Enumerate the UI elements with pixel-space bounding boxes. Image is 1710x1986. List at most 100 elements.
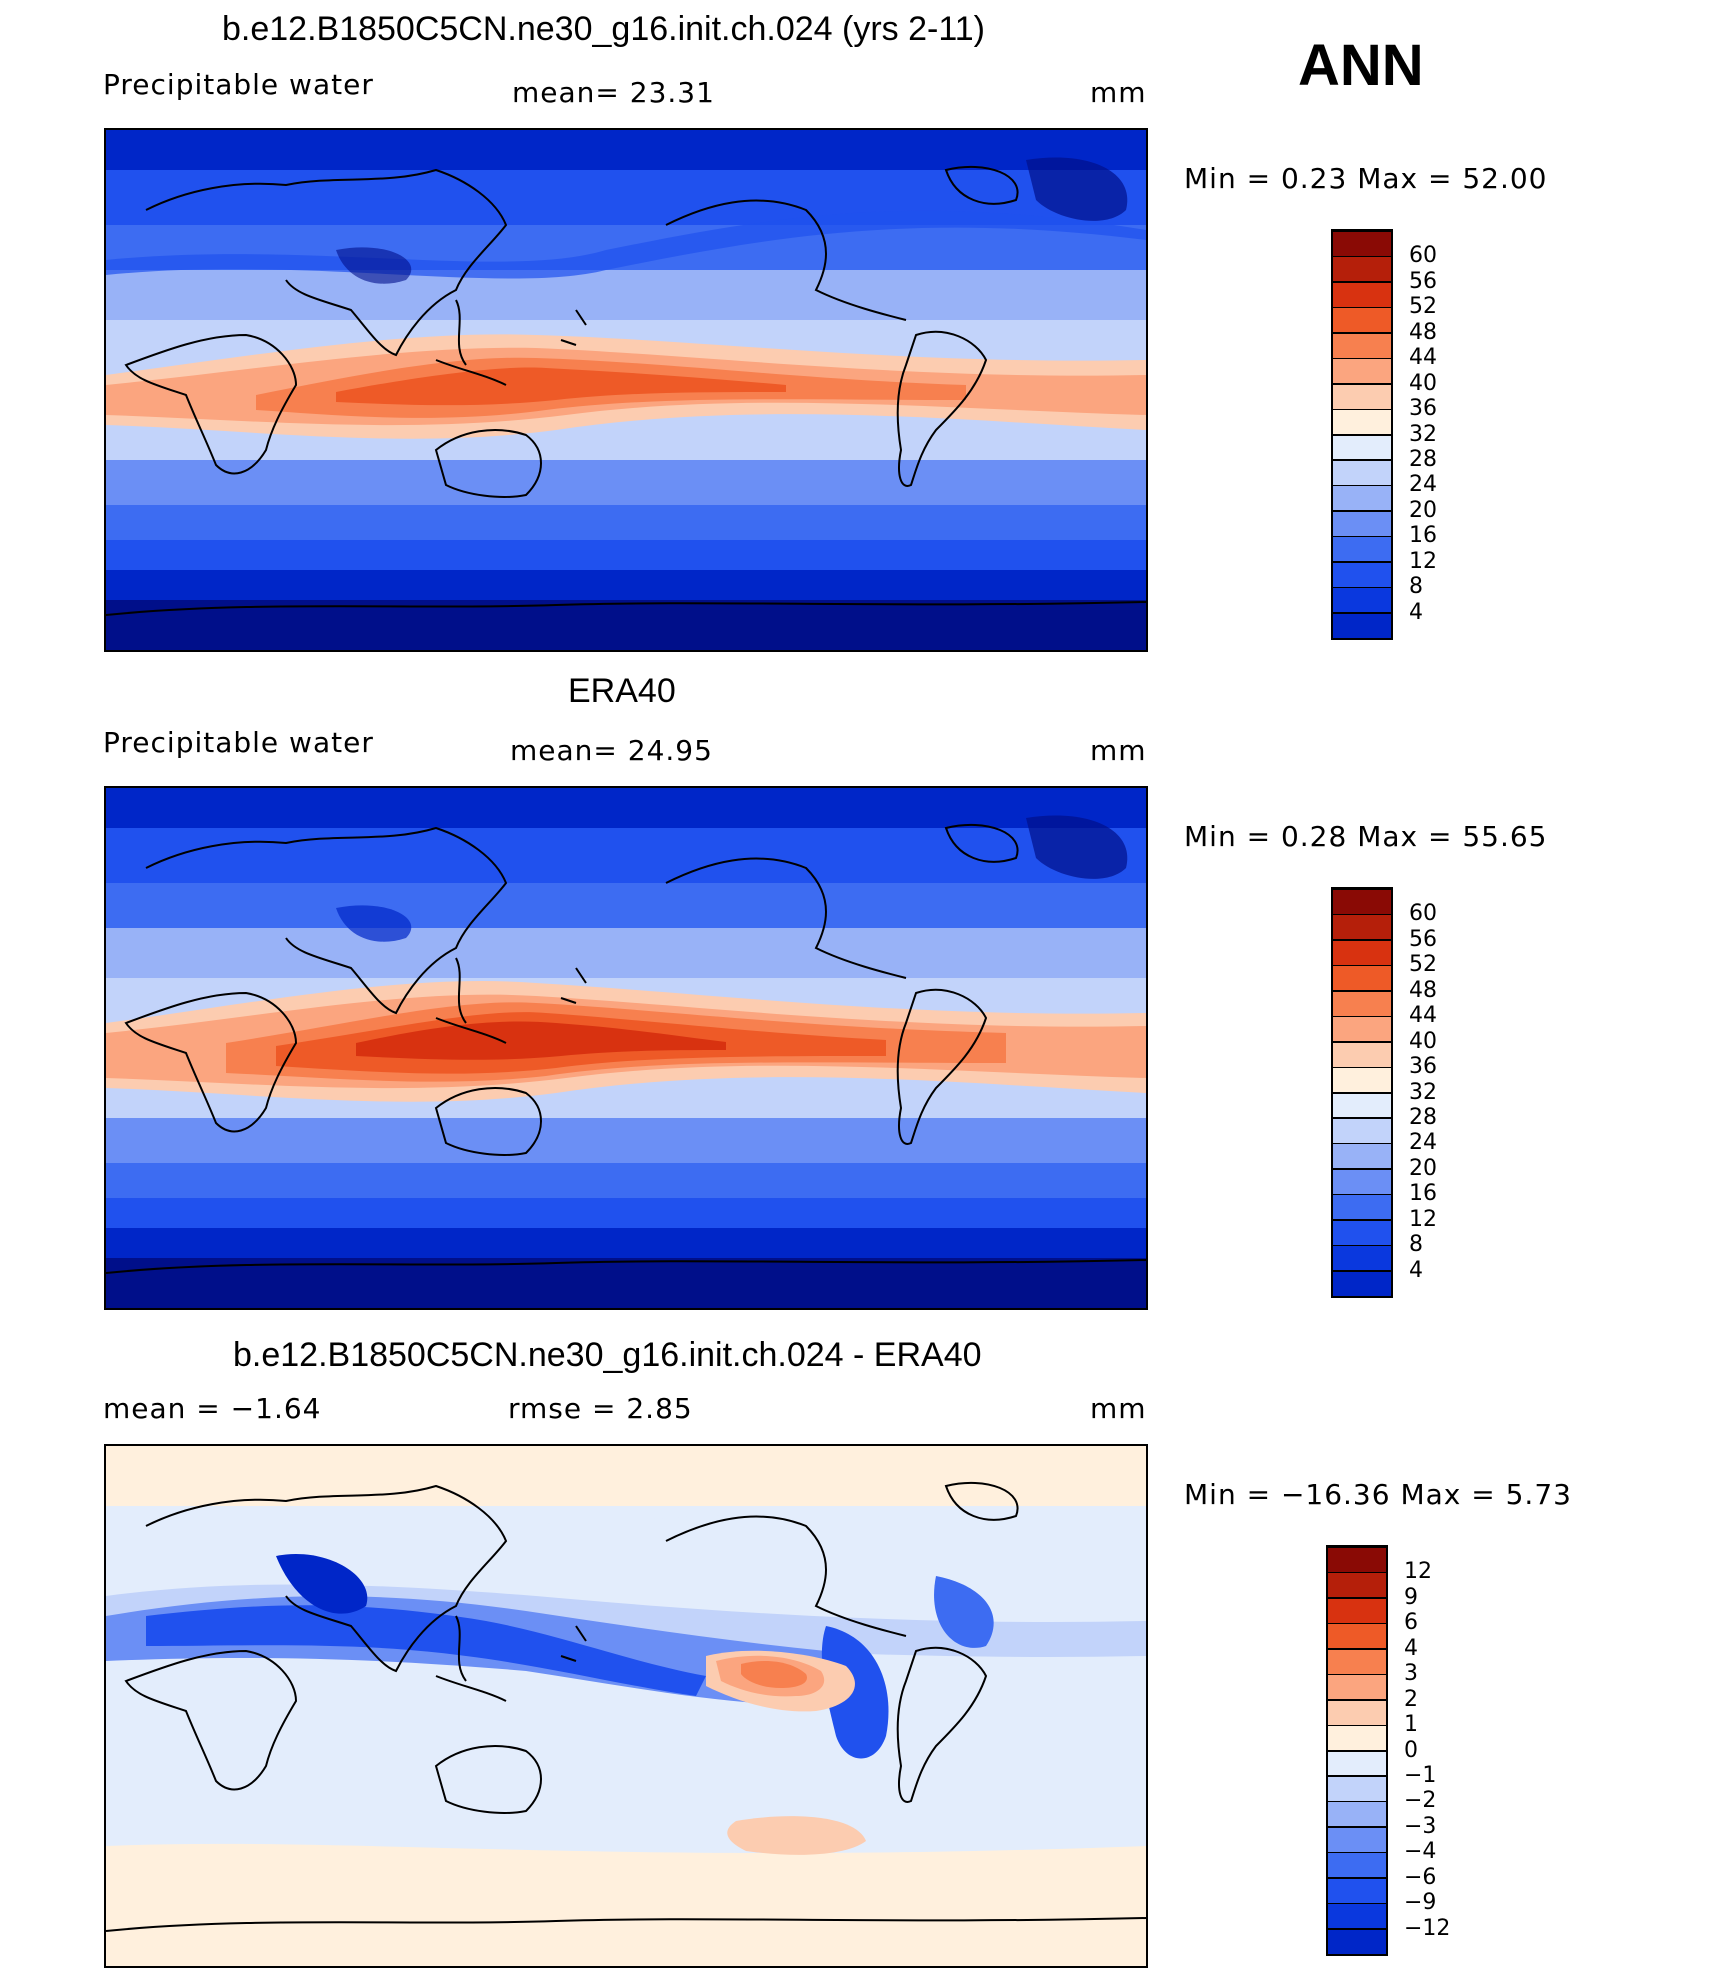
panel-3-map-svg (106, 1446, 1146, 1966)
colorbar-tick-label: 56 (1409, 268, 1437, 294)
colorbar-tick-label: −1 (1404, 1762, 1437, 1788)
colorbar-tick-label: 4 (1404, 1635, 1418, 1661)
panel-1-colorbar (1331, 229, 1393, 640)
colorbar-swatch (1333, 359, 1391, 384)
colorbar-swatch (1333, 1017, 1391, 1042)
colorbar-swatch (1328, 1802, 1386, 1827)
colorbar-swatch (1328, 1726, 1386, 1750)
colorbar-tick-label: 1 (1404, 1712, 1418, 1738)
colorbar-swatch (1328, 1878, 1386, 1903)
colorbar-swatch (1333, 1042, 1391, 1067)
panel-1-mean-label: mean= 23.31 (512, 76, 715, 109)
panel-3-colorbar-swatches (1328, 1547, 1386, 1954)
colorbar-swatch (1333, 966, 1391, 991)
colorbar-tick-label: 4 (1409, 1257, 1423, 1283)
colorbar-tick-label: 32 (1409, 421, 1437, 447)
colorbar-tick-label: 8 (1409, 1232, 1423, 1258)
panel-3-colorbar (1326, 1545, 1388, 1956)
colorbar-tick-label: 24 (1409, 472, 1437, 498)
colorbar-swatch (1328, 1675, 1386, 1700)
panel-1-variable-label: Precipitable water (103, 68, 374, 101)
colorbar-tick-label: 0 (1404, 1737, 1418, 1763)
colorbar-swatch (1328, 1776, 1386, 1801)
panel-1-map (104, 128, 1148, 652)
colorbar-swatch (1333, 282, 1391, 307)
colorbar-tick-label: 12 (1409, 548, 1437, 574)
colorbar-swatch (1328, 1573, 1386, 1598)
colorbar-swatch (1333, 588, 1391, 613)
colorbar-tick-label: 6 (1404, 1610, 1418, 1636)
colorbar-tick-label: 48 (1409, 977, 1437, 1003)
panel-3-min-max: Min = −16.36 Max = 5.73 (1184, 1478, 1572, 1511)
colorbar-tick-label: 24 (1409, 1130, 1437, 1156)
panel-2-variable-label: Precipitable water (103, 726, 374, 759)
colorbar-tick-label: 28 (1409, 446, 1437, 472)
panel-3-map (104, 1444, 1148, 1968)
panel-2-title: ERA40 (568, 672, 676, 710)
colorbar-tick-label: 60 (1409, 901, 1437, 927)
colorbar-tick-label: 12 (1409, 1206, 1437, 1232)
colorbar-swatch (1333, 1169, 1391, 1194)
panel-1-units: mm (1090, 76, 1147, 109)
colorbar-tick-label: 60 (1409, 243, 1437, 269)
colorbar-swatch (1328, 1827, 1386, 1852)
colorbar-swatch (1328, 1751, 1386, 1776)
panel-1-title: b.e12.B1850C5CN.ne30_g16.init.ch.024 (yr… (222, 10, 985, 48)
panel-2-map-svg (106, 788, 1146, 1308)
colorbar-swatch (1333, 1195, 1391, 1220)
panel-1-map-svg (106, 130, 1146, 650)
colorbar-tick-label: −4 (1404, 1839, 1437, 1865)
colorbar-swatch (1333, 232, 1391, 256)
panel-2-colorbar (1331, 887, 1393, 1298)
colorbar-tick-label: 16 (1409, 1181, 1437, 1207)
colorbar-swatch (1328, 1649, 1386, 1674)
colorbar-tick-label: −6 (1404, 1864, 1437, 1890)
colorbar-swatch (1333, 333, 1391, 358)
colorbar-tick-label: 44 (1409, 1003, 1437, 1029)
colorbar-tick-label: −2 (1404, 1788, 1437, 1814)
colorbar-swatch (1333, 537, 1391, 562)
colorbar-swatch (1333, 890, 1391, 914)
colorbar-swatch (1333, 384, 1391, 409)
season-label: ANN (1298, 33, 1424, 98)
colorbar-tick-label: −3 (1404, 1813, 1437, 1839)
colorbar-tick-label: 8 (1409, 574, 1423, 600)
panel-2-units: mm (1090, 734, 1147, 767)
panel-1-min-max: Min = 0.23 Max = 52.00 (1184, 162, 1548, 195)
colorbar-swatch (1333, 511, 1391, 536)
colorbar-swatch (1333, 1118, 1391, 1143)
colorbar-swatch (1328, 1929, 1386, 1954)
colorbar-swatch (1328, 1904, 1386, 1929)
colorbar-tick-label: 44 (1409, 345, 1437, 371)
colorbar-tick-label: 36 (1409, 1054, 1437, 1080)
colorbar-tick-label: 20 (1409, 1155, 1437, 1181)
colorbar-tick-label: 48 (1409, 319, 1437, 345)
panel-2-mean-label: mean= 24.95 (510, 734, 713, 767)
colorbar-swatch (1333, 1220, 1391, 1245)
colorbar-tick-label: 52 (1409, 952, 1437, 978)
colorbar-tick-label: 12 (1404, 1559, 1432, 1585)
colorbar-tick-label: −9 (1404, 1890, 1437, 1916)
panel-2-map (104, 786, 1148, 1310)
colorbar-swatch (1333, 486, 1391, 511)
colorbar-swatch (1333, 460, 1391, 485)
colorbar-tick-label: 16 (1409, 523, 1437, 549)
panel-2-min-max: Min = 0.28 Max = 55.65 (1184, 820, 1548, 853)
colorbar-tick-label: 9 (1404, 1584, 1418, 1610)
colorbar-tick-label: 32 (1409, 1079, 1437, 1105)
panel-3-units: mm (1090, 1392, 1147, 1425)
colorbar-swatch (1333, 1068, 1391, 1092)
colorbar-swatch (1328, 1700, 1386, 1725)
colorbar-swatch (1333, 940, 1391, 965)
colorbar-swatch (1333, 1271, 1391, 1296)
colorbar-swatch (1333, 1093, 1391, 1118)
colorbar-tick-label: 3 (1404, 1661, 1418, 1687)
colorbar-tick-label: 56 (1409, 926, 1437, 952)
colorbar-swatch (1328, 1598, 1386, 1623)
colorbar-tick-label: 28 (1409, 1104, 1437, 1130)
colorbar-swatch (1328, 1853, 1386, 1878)
panel-1-colorbar-swatches (1333, 231, 1391, 638)
colorbar-tick-label: −12 (1404, 1915, 1451, 1941)
colorbar-swatch (1333, 562, 1391, 587)
colorbar-tick-label: 40 (1409, 370, 1437, 396)
